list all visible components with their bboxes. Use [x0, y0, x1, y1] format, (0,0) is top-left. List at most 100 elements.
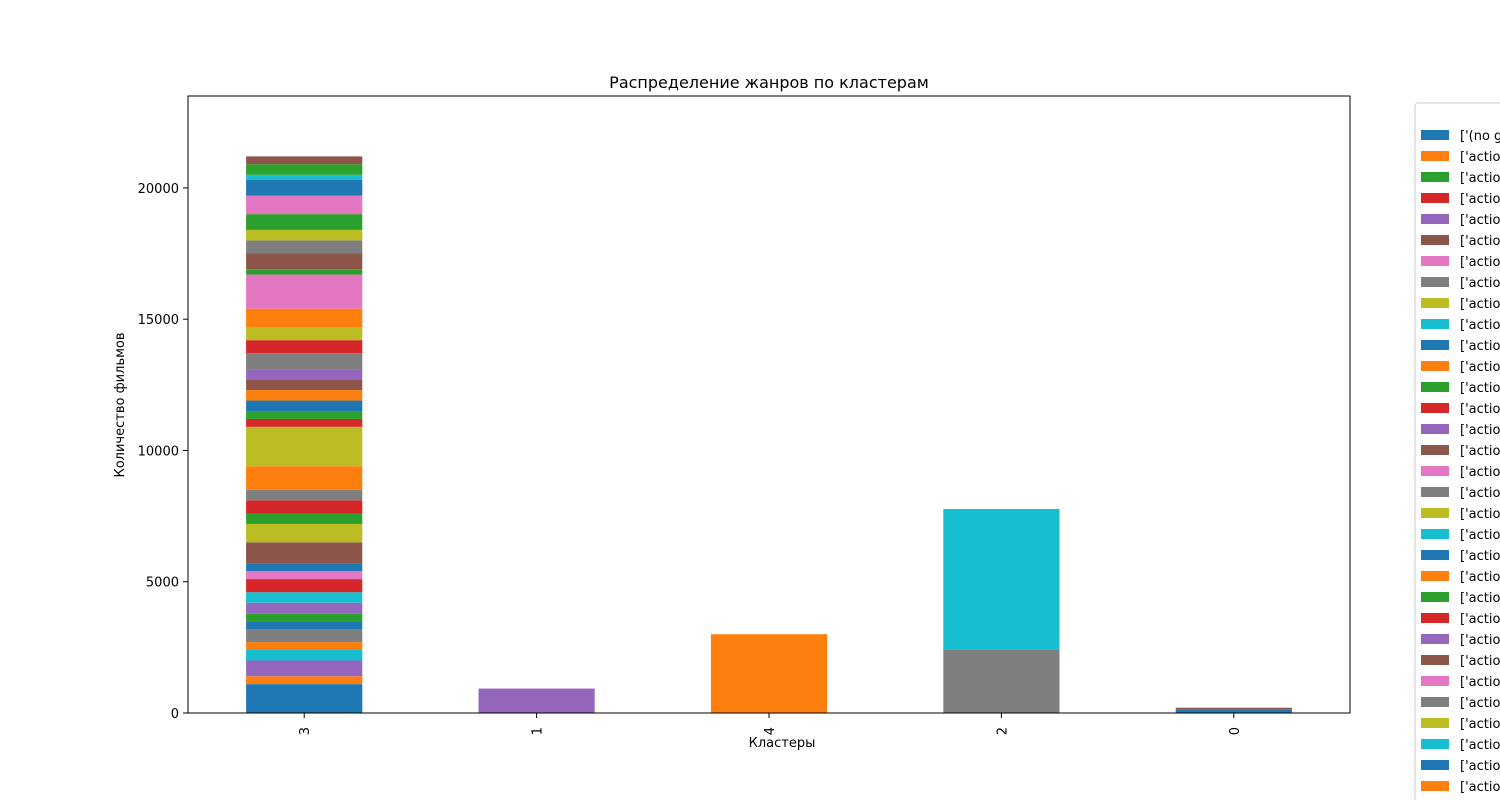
bar-segment-3-0 [246, 684, 363, 713]
bar-segment-3-32 [246, 253, 363, 270]
bar-segment-3-38 [246, 174, 363, 181]
legend-label: ['actio [1460, 654, 1500, 669]
legend-label: ['actio [1460, 381, 1500, 396]
bar-segment-3-21 [246, 411, 363, 419]
legend-label: ['actio [1460, 276, 1500, 291]
bar-segment-3-5 [246, 628, 363, 643]
bar-segment-3-4 [246, 642, 363, 650]
bar-segment-3-1 [246, 676, 363, 685]
bar-segment-3-26 [246, 353, 363, 370]
chart-title: Распределение жанров по кластерам [609, 73, 929, 92]
legend-label: ['actio [1460, 528, 1500, 543]
legend-label: ['actio [1460, 318, 1500, 333]
bar-segment-2-1 [943, 509, 1060, 650]
legend-label: ['actio [1460, 192, 1500, 207]
bar-segment-3-10 [246, 579, 363, 593]
legend-label: ['actio [1460, 738, 1500, 753]
bar-segment-3-14 [246, 523, 363, 543]
legend-swatch [1421, 151, 1449, 161]
legend-label: ['actio [1460, 759, 1500, 774]
legend-label: ['actio [1460, 444, 1500, 459]
bar-segment-3-15 [246, 513, 363, 524]
legend-swatch [1421, 172, 1449, 182]
legend-label: ['(no g [1460, 129, 1500, 144]
x-tick-label: 0 [1228, 727, 1243, 735]
bar-segment-3-36 [246, 195, 363, 215]
y-tick-label: 15000 [138, 313, 179, 328]
legend-label: ['actio [1460, 717, 1500, 732]
legend-label: ['actio [1460, 402, 1500, 417]
legend-swatch [1421, 655, 1449, 665]
legend-label: ['actio [1460, 423, 1500, 438]
y-axis-label: Количество фильмов [113, 332, 128, 477]
x-axis-label: Кластеры [749, 736, 816, 751]
legend-swatch [1421, 361, 1449, 371]
legend-swatch [1421, 235, 1449, 245]
legend-swatch [1421, 466, 1449, 476]
bar-segment-3-17 [246, 489, 363, 501]
legend-swatch [1421, 382, 1449, 392]
bar-segment-3-31 [246, 269, 363, 275]
bar-segment-3-30 [246, 274, 363, 309]
legend-items: ['(no g ['actio ['actio ['actio ['actio ['act… [1421, 129, 1500, 795]
legend-swatch [1421, 718, 1449, 728]
legend-label: ['actio [1460, 297, 1500, 312]
bar-segment-1-0 [478, 688, 595, 713]
legend-swatch [1421, 529, 1449, 539]
legend-swatch [1421, 739, 1449, 749]
bar-segment-0-0 [1175, 709, 1292, 713]
bar-segment-3-12 [246, 563, 363, 572]
bar-segment-3-27 [246, 340, 363, 354]
legend-swatch [1421, 277, 1449, 287]
legend-label: ['actio [1460, 150, 1500, 165]
legend-swatch [1421, 487, 1449, 497]
y-tick-label: 0 [171, 707, 179, 722]
legend-swatch [1421, 130, 1449, 140]
x-axis-ticks: 3 1 4 2 0 [298, 713, 1243, 735]
legend-label: ['actio [1460, 360, 1500, 375]
legend-label: ['actio [1460, 696, 1500, 711]
bar-segment-3-23 [246, 390, 363, 401]
legend-label: ['actio [1460, 465, 1500, 480]
legend-label: ['actio [1460, 255, 1500, 270]
bar-segment-3-19 [246, 426, 363, 467]
bar-segment-3-11 [246, 571, 363, 580]
bar-segment-3-2 [246, 660, 363, 677]
bar-segment-3-24 [246, 379, 363, 391]
legend-swatch [1421, 214, 1449, 224]
bar-segment-3-40 [246, 156, 363, 165]
bar-segment-3-33 [246, 240, 363, 254]
legend-swatch [1421, 193, 1449, 203]
legend-label: ['actio [1460, 612, 1500, 627]
bar-segment-4-0 [710, 634, 828, 713]
bar-segment-3-13 [246, 542, 363, 564]
legend-label: ['actio [1460, 171, 1500, 186]
legend-swatch [1421, 550, 1449, 560]
x-tick-label: 2 [995, 727, 1010, 735]
legend-swatch [1421, 697, 1449, 707]
legend-swatch [1421, 340, 1449, 350]
y-tick-label: 10000 [138, 444, 179, 459]
legend-label: ['actio [1460, 549, 1500, 564]
legend-swatch [1421, 760, 1449, 770]
bar-segment-3-6 [246, 621, 363, 629]
legend-label: ['actio [1460, 213, 1500, 228]
legend-swatch [1421, 508, 1449, 518]
legend-swatch [1421, 781, 1449, 791]
bar-segment-3-39 [246, 164, 363, 175]
legend-swatch [1421, 592, 1449, 602]
bar-segment-0-1 [1175, 707, 1292, 710]
bar-segment-3-20 [246, 418, 363, 427]
bar-segment-3-25 [246, 369, 363, 380]
bar-segment-3-3 [246, 649, 363, 661]
y-tick-label: 5000 [146, 576, 179, 591]
bar-segment-3-29 [246, 308, 363, 328]
legend-swatch [1421, 445, 1449, 455]
x-tick-label: 4 [763, 727, 778, 735]
bar-segment-3-35 [246, 214, 363, 230]
bar-segment-3-9 [246, 592, 363, 603]
legend: ['(no g ['actio ['actio ['actio ['actio ['act… [1414, 102, 1500, 800]
x-tick-label: 3 [298, 727, 313, 735]
legend-label: ['actio [1460, 339, 1500, 354]
